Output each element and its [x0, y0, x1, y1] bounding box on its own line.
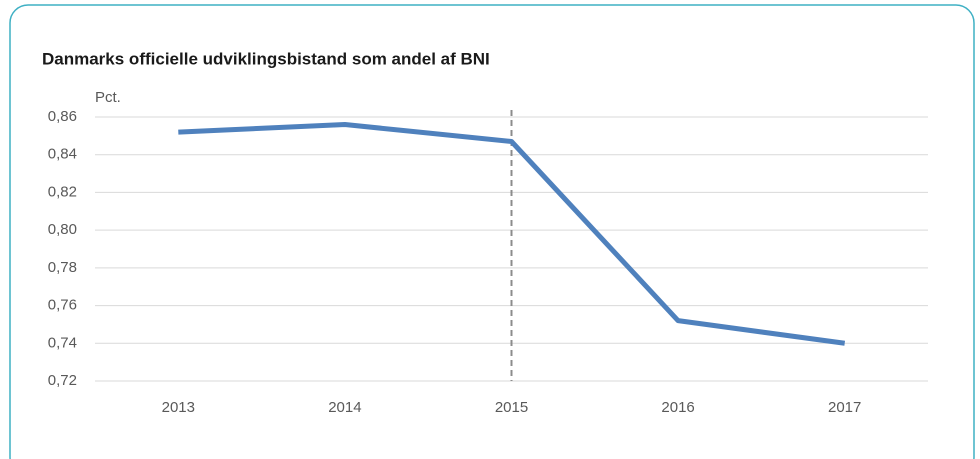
y-tick-label: 0,74 — [48, 334, 77, 351]
y-tick-label: 0,78 — [48, 259, 77, 276]
x-tick-label: 2017 — [828, 399, 861, 416]
x-tick-label: 2014 — [328, 399, 361, 416]
y-axis-label: Pct. — [95, 89, 121, 106]
chart-title: Danmarks officielle udviklingsbistand so… — [42, 49, 490, 68]
y-tick-label: 0,84 — [48, 146, 77, 163]
y-tick-label: 0,72 — [48, 372, 77, 389]
y-tick-label: 0,80 — [48, 221, 77, 238]
frame — [9, 4, 975, 459]
y-tick-label: 0,86 — [48, 108, 77, 125]
line-series — [178, 122, 846, 346]
x-tick-label: 2015 — [495, 399, 528, 416]
x-tick-label: 2016 — [661, 399, 694, 416]
x-tick-label: 2013 — [162, 399, 195, 416]
y-tick-label: 0,76 — [48, 297, 77, 314]
y-tick-label: 0,82 — [48, 183, 77, 200]
